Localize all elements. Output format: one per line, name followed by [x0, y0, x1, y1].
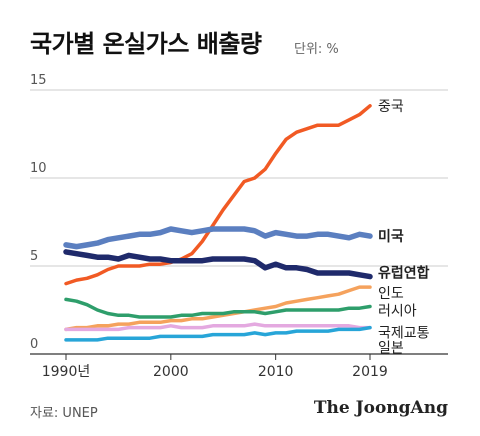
y-tick-label-0: 0	[30, 337, 38, 352]
series-label-0: 중국	[378, 99, 404, 115]
unit-label: 단위: %	[294, 42, 339, 57]
brand-logo: The JoongAng	[313, 398, 448, 418]
x-tick-label-1: 2000	[153, 364, 189, 380]
y-tick-label-1: 5	[30, 249, 38, 264]
series-label-6: 일본	[378, 341, 404, 357]
series-label-4: 러시아	[378, 303, 417, 319]
chart-title: 국가별 온실가스 배출량	[30, 30, 262, 58]
series-label-2: 유럽연합	[378, 265, 430, 282]
x-tick-label-2: 2010	[258, 364, 294, 380]
x-tick-label-0: 1990년	[42, 364, 91, 380]
source-note: 자료: UNEP	[30, 406, 98, 421]
chart-title-wrap: 국가별 온실가스 배출량	[30, 24, 262, 59]
series-line-0	[64, 104, 372, 286]
series-line-1	[63, 226, 373, 250]
series-label-1: 미국	[378, 229, 404, 245]
series-line-6	[64, 325, 372, 342]
x-tick-label-3: 2019	[352, 364, 388, 380]
series-line-2	[63, 249, 373, 280]
series-line-4	[64, 297, 372, 319]
y-tick-label-3: 15	[30, 73, 47, 88]
y-tick-label-2: 10	[30, 161, 47, 176]
series-label-3: 인도	[378, 286, 404, 302]
series-line-5	[64, 322, 372, 332]
series-line-3	[64, 285, 372, 332]
series-label-5: 국제교통	[378, 326, 430, 342]
